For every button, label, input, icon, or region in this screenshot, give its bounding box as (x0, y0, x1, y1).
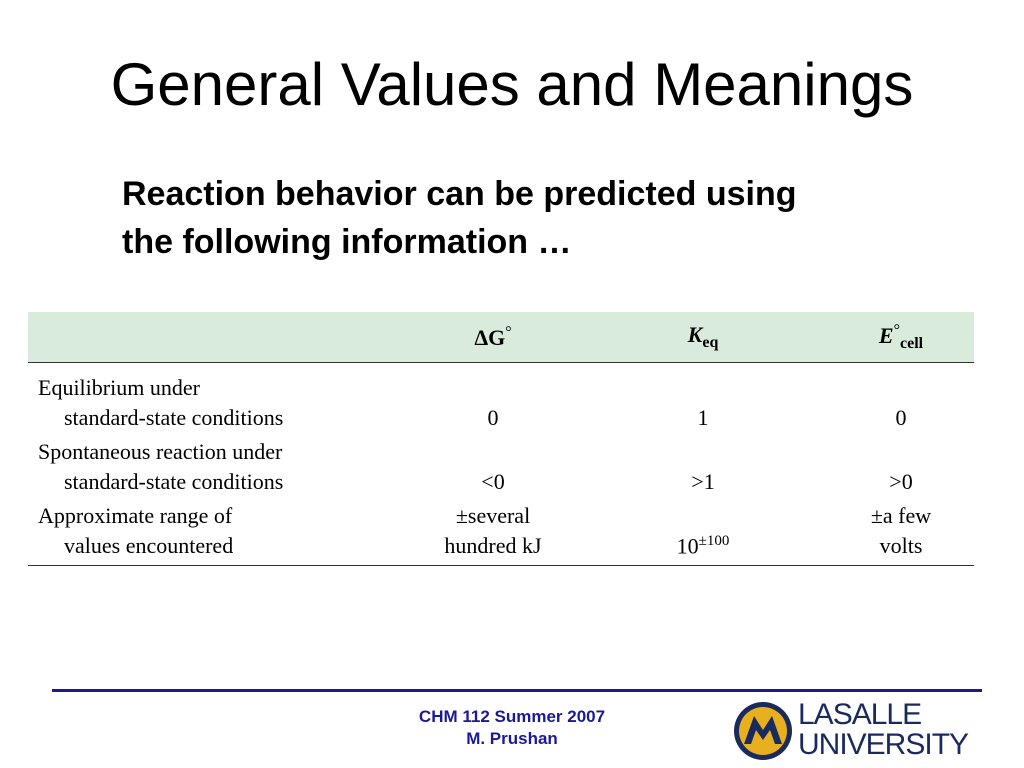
cell-delta-g: ±several hundred kJ (408, 501, 578, 566)
slide-title: General Values and Meanings (110, 51, 914, 118)
footer-course: CHM 112 Summer 2007 (418, 707, 606, 726)
header-ecell: E°cell (828, 312, 974, 363)
footer-credit: CHM 112 Summer 2007 M. Prushan (380, 706, 644, 750)
header-keq-symbol: K (687, 322, 703, 347)
cell-ecell: ±a few volts (828, 501, 974, 566)
values-table: ΔG° Keq E°cell Equilibrium under standar… (28, 312, 974, 566)
header-ecell-symbol: E (878, 322, 894, 348)
slide-subtitle: Reaction behavior can be predicted using… (122, 170, 942, 266)
footer-rule (52, 689, 982, 692)
cell-delta-g: 0 (487, 405, 499, 430)
header-delta-g-symbol: ΔG (474, 324, 506, 350)
values-table-container: ΔG° Keq E°cell Equilibrium under standar… (28, 312, 974, 566)
table-row: Spontaneous reaction under standard-stat… (28, 437, 974, 501)
header-empty (28, 312, 408, 363)
lasalle-shield-icon (734, 702, 792, 760)
cell-ecell: 0 (895, 405, 907, 430)
row-label: Approximate range of values encountered (28, 501, 408, 566)
cell-keq: >1 (691, 469, 715, 494)
header-delta-g: ΔG° (408, 312, 578, 363)
subtitle-line-2: the following information … (122, 223, 572, 261)
row-label: Spontaneous reaction under standard-stat… (38, 439, 284, 494)
table-row: Equilibrium under standard-state conditi… (28, 363, 974, 438)
lasalle-university-logo: LASALLE UNIVERSITY (732, 700, 982, 762)
table-row: Approximate range of values encountered … (28, 501, 974, 566)
header-keq: Keq (578, 312, 828, 363)
cell-keq: 1 (697, 405, 709, 430)
cell-keq: 10±100 (578, 501, 828, 566)
header-ecell-subscript: cell (900, 334, 924, 352)
logo-wordmark: LASALLE UNIVERSITY (798, 698, 969, 761)
footer-author: M. Prushan (466, 729, 558, 748)
row-label: Equilibrium under standard-state conditi… (38, 375, 284, 430)
header-keq-subscript: eq (702, 334, 719, 351)
subtitle-line-1: Reaction behavior can be predicted using (122, 175, 797, 213)
table-header-row: ΔG° Keq E°cell (28, 312, 974, 363)
cell-delta-g: <0 (481, 469, 505, 494)
header-ecell-degree: ° (893, 321, 900, 339)
cell-ecell: >0 (889, 469, 913, 494)
header-delta-g-degree: ° (505, 323, 512, 341)
